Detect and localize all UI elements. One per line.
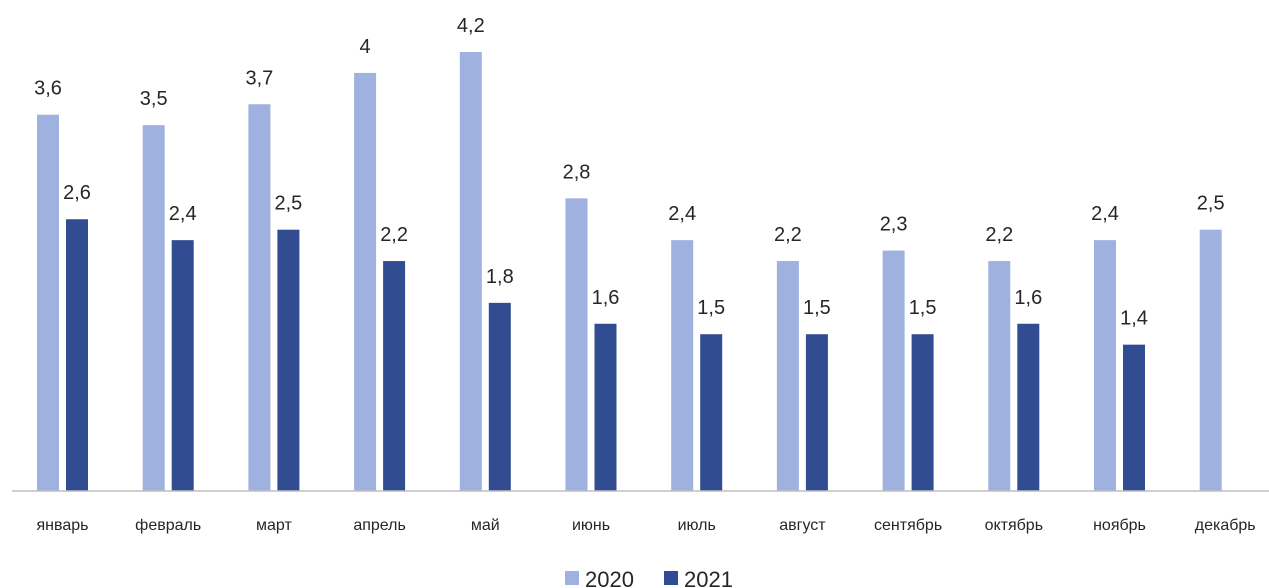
bar-2020-8 [776, 261, 799, 491]
data-label-2020-11: 2,4 [1091, 203, 1119, 225]
legend-label-2021: 2021 [684, 567, 733, 588]
data-labels-group: 3,6 2,6 3,5 2,4 3,7 2,5 4 2,2 4,2 1,8 2,8 1,6 2,4 1,5… [34, 15, 1225, 330]
data-label-2021-10: 1,6 [1014, 287, 1042, 309]
bar-2020-2 [142, 125, 165, 492]
bar-2020-1 [37, 114, 59, 491]
bar-2020-9 [882, 250, 905, 491]
category-label-1: январь [37, 517, 89, 534]
data-label-2021-6: 1,6 [592, 287, 620, 309]
bar-2021-10 [1017, 323, 1040, 491]
bar-2020-6 [565, 198, 588, 492]
bar-2021-2 [171, 240, 194, 491]
data-label-2020-10: 2,2 [985, 224, 1013, 246]
bar-2020-10 [988, 261, 1011, 491]
bars-group [37, 52, 1222, 492]
bar-2021-8 [805, 334, 828, 491]
bar-2020-5 [459, 52, 482, 491]
bar-2020-3 [248, 104, 271, 491]
category-label-9: сентябрь [874, 517, 942, 534]
data-label-2020-6: 2,8 [563, 161, 591, 183]
data-label-2020-5: 4,2 [457, 15, 485, 37]
category-label-3: март [256, 517, 292, 534]
bar-2020-4 [354, 72, 377, 492]
category-label-6: июнь [572, 517, 610, 534]
data-label-2020-2: 3,5 [140, 88, 168, 110]
category-label-12: декабрь [1195, 517, 1256, 534]
data-label-2021-7: 1,5 [697, 297, 725, 319]
legend-swatch-2020 [565, 571, 579, 585]
data-label-2020-8: 2,2 [774, 224, 802, 246]
data-label-2021-8: 1,5 [803, 297, 831, 319]
bar-2020-11 [1094, 240, 1116, 491]
legend-label-2020: 2020 [585, 567, 634, 588]
data-label-2020-1: 3,6 [34, 78, 62, 100]
category-labels-group: январь февраль март апрель май июнь июль август… [37, 517, 1256, 534]
category-label-7: июль [678, 517, 716, 534]
data-label-2021-3: 2,5 [274, 193, 302, 215]
category-label-10: октябрь [985, 517, 1043, 534]
bar-2020-12 [1199, 229, 1222, 491]
category-label-4: апрель [353, 517, 406, 534]
category-label-2: февраль [135, 517, 201, 534]
bar-2021-5 [488, 302, 511, 491]
bar-2021-7 [700, 334, 723, 491]
data-label-2020-4: 4 [360, 36, 371, 58]
category-label-8: август [779, 517, 826, 534]
category-label-11: ноябрь [1093, 517, 1146, 534]
legend-swatch-2021 [664, 571, 678, 585]
bar-2021-4 [383, 261, 406, 491]
data-label-2020-12: 2,5 [1197, 193, 1225, 215]
bar-2021-3 [277, 229, 300, 491]
data-label-2021-4: 2,2 [380, 224, 408, 246]
bar-2021-11 [1123, 344, 1145, 491]
data-label-2020-7: 2,4 [668, 203, 696, 225]
category-label-5: май [471, 517, 500, 534]
bar-2021-9 [911, 334, 934, 491]
data-label-2021-5: 1,8 [486, 266, 514, 288]
legend: 2020 2021 [565, 567, 733, 588]
data-label-2021-1: 2,6 [63, 182, 91, 204]
data-label-2021-9: 1,5 [909, 297, 937, 319]
bar-2021-1 [66, 219, 88, 491]
data-label-2021-2: 2,4 [169, 203, 197, 225]
bar-2021-6 [594, 323, 617, 491]
bar-2020-7 [671, 240, 694, 491]
data-label-2020-3: 3,7 [245, 67, 273, 89]
data-label-2020-9: 2,3 [880, 214, 908, 236]
data-label-2021-11: 1,4 [1120, 308, 1148, 330]
